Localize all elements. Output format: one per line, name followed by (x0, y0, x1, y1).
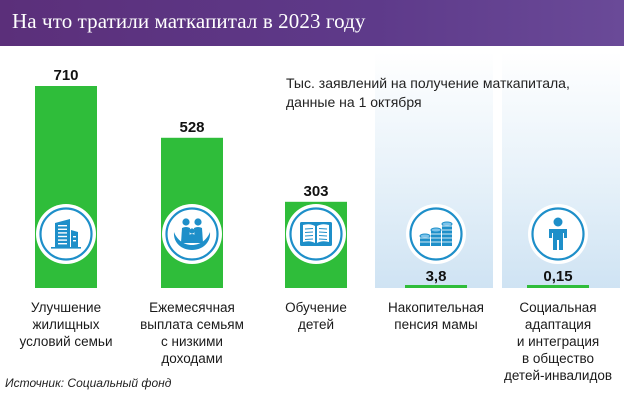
category-label-4: Накопительная пенсия мамы (371, 299, 501, 333)
subtitle-line-1: Тыс. заявлений на получение маткапитала, (286, 75, 570, 91)
value-label-1: 710 (53, 67, 78, 84)
category-label-line: жилищных (32, 317, 100, 332)
category-label-line: пенсия мамы (394, 317, 478, 332)
value-label-5: 0,15 (543, 268, 572, 285)
bar-4 (405, 285, 467, 288)
child-icon (528, 204, 588, 264)
category-label-line: и интеграция (516, 334, 600, 349)
value-labels-layer: 710 528 303 3,8 0,15 (53, 67, 572, 285)
category-label-line: условий семьи (19, 334, 113, 349)
category-label-line: Накопительная (388, 300, 484, 315)
building-icon (36, 204, 96, 264)
family-hands-icon (162, 204, 222, 264)
value-label-2: 528 (179, 119, 204, 136)
page-title: На что тратили маткапитал в 2023 году (12, 9, 366, 33)
category-label-line: Ежемесячная (149, 300, 235, 315)
category-label-line: доходами (161, 351, 223, 366)
category-label-1: Улучшение жилищных условий семьи (1, 299, 131, 350)
category-label-line: выплата семьям (140, 317, 244, 332)
header-bar: На что тратили маткапитал в 2023 году (0, 0, 624, 46)
category-label-line: адаптация (524, 317, 592, 332)
category-label-line: в общество (521, 351, 595, 366)
value-label-3: 303 (303, 183, 328, 200)
category-label-2: Ежемесячная выплата семьям с низкими дохода… (127, 299, 257, 367)
coin-stacks-icon (406, 204, 466, 264)
bar-5 (527, 285, 589, 288)
icons-layer (36, 204, 588, 264)
category-label-5: Социальная адаптация и интеграция в обществ… (493, 299, 623, 384)
chart-subtitle: Тыс. заявлений на получение маткапитала,… (286, 74, 616, 112)
category-label-line: Обучение (285, 300, 347, 315)
book-icon (286, 204, 346, 264)
value-label-4: 3,8 (426, 268, 447, 285)
category-label-line: детей-инвалидов (503, 368, 612, 383)
category-label-3: Обучение детей (251, 299, 381, 333)
category-label-line: с низкими (161, 334, 223, 349)
subtitle-line-2: данные на 1 октября (286, 94, 422, 110)
category-label-line: Улучшение (30, 300, 102, 315)
category-label-line: детей (297, 317, 335, 332)
category-label-line: Социальная (519, 300, 597, 315)
source-note: Источник: Социальный фонд (5, 376, 172, 390)
